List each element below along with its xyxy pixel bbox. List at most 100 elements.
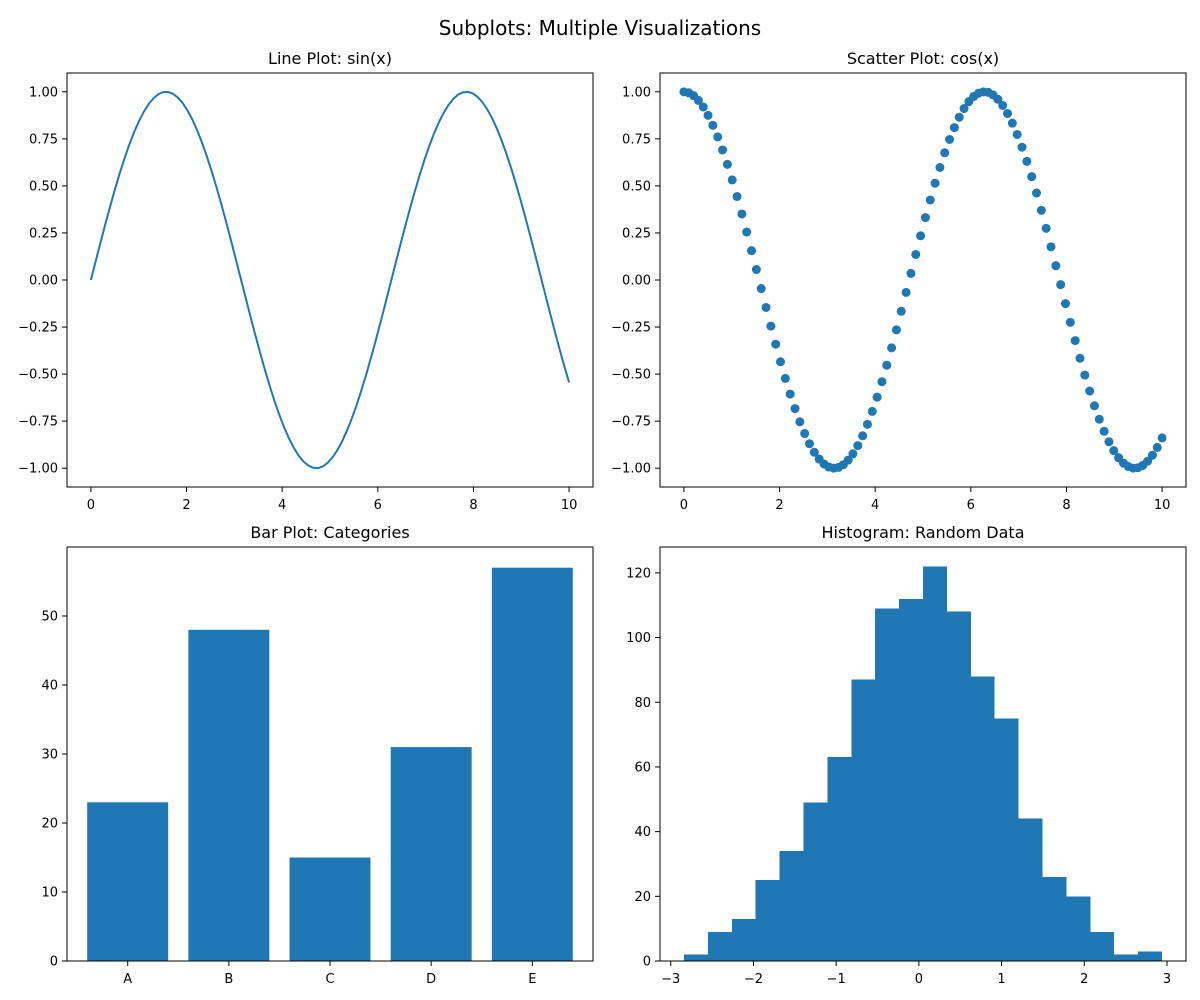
histogram-bin bbox=[683, 954, 708, 961]
line-plot-y-tick-label: 1.00 bbox=[29, 85, 58, 100]
line-plot-x-tick-label: 4 bbox=[278, 498, 286, 513]
scatter-plot-y-tick-label: −0.25 bbox=[611, 321, 651, 336]
histogram-bin bbox=[1090, 931, 1115, 961]
scatter-point bbox=[925, 195, 935, 205]
scatter-point bbox=[1012, 129, 1022, 139]
scatter-point bbox=[1147, 450, 1157, 460]
scatter-point bbox=[732, 192, 742, 202]
scatter-point bbox=[916, 231, 926, 241]
scatter-point bbox=[790, 404, 800, 414]
scatter-point bbox=[1080, 370, 1090, 380]
histogram-bin bbox=[899, 598, 923, 961]
scatter-point bbox=[1089, 401, 1099, 411]
scatter-point bbox=[737, 209, 747, 219]
bar-plot-y-tick-label: 10 bbox=[41, 886, 58, 901]
histogram-x-tick-label: 1 bbox=[997, 972, 1005, 987]
scatter-point bbox=[804, 439, 814, 449]
scatter-point bbox=[722, 159, 732, 169]
scatter-point bbox=[1143, 456, 1153, 466]
line-plot-y-tick-label: −1.00 bbox=[18, 462, 58, 477]
scatter-point bbox=[795, 417, 805, 427]
scatter-point bbox=[1065, 317, 1075, 327]
scatter-plot-cos-subplot: Scatter Plot: cos(x) 0 2 4 6 8 10 −1.00 −0.75 −0… bbox=[611, 49, 1187, 513]
histogram-title: Histogram: Random Data bbox=[821, 523, 1024, 542]
scatter-point bbox=[1022, 156, 1032, 166]
scatter-point bbox=[693, 95, 703, 105]
scatter-point bbox=[877, 377, 887, 387]
bar-plot-x-tick-label: D bbox=[426, 972, 436, 987]
bar-plot-y-tick-label: 50 bbox=[41, 610, 58, 625]
scatter-point bbox=[727, 175, 737, 185]
line-plot-title: Line Plot: sin(x) bbox=[268, 49, 392, 68]
line-plot-y-tick-label: 0.25 bbox=[29, 226, 58, 241]
scatter-point bbox=[747, 246, 757, 256]
scatter-point bbox=[785, 389, 795, 399]
scatter-point bbox=[1003, 108, 1013, 118]
scatter-point bbox=[703, 110, 713, 120]
scatter-plot-y-tick-label: 1.00 bbox=[622, 85, 651, 100]
scatter-plot-x-tick-label: 2 bbox=[775, 498, 783, 513]
bar-plot-y-tick-label: 20 bbox=[41, 817, 58, 832]
scatter-point bbox=[1051, 261, 1061, 271]
bar-b bbox=[188, 629, 270, 961]
bar-d bbox=[390, 747, 472, 961]
bar-plot-x-tick-label: E bbox=[528, 972, 536, 987]
line-plot-x-tick-label: 6 bbox=[374, 498, 382, 513]
scatter-point bbox=[940, 148, 950, 158]
scatter-point bbox=[959, 104, 969, 114]
scatter-point bbox=[935, 162, 945, 172]
line-plot-y-tick-label: −0.50 bbox=[18, 368, 58, 383]
scatter-point bbox=[1017, 142, 1027, 152]
histogram-bin bbox=[946, 611, 971, 961]
histogram-bin bbox=[707, 931, 732, 961]
scatter-point bbox=[853, 441, 863, 451]
scatter-point bbox=[848, 449, 858, 459]
scatter-point bbox=[718, 145, 728, 155]
bar-c bbox=[289, 857, 371, 961]
histogram-bin bbox=[1138, 951, 1163, 961]
scatter-point bbox=[780, 373, 790, 383]
line-plot-y-tick-label: 0.00 bbox=[29, 274, 58, 289]
scatter-point bbox=[776, 357, 786, 367]
histogram-bin bbox=[755, 880, 780, 961]
scatter-point bbox=[1046, 242, 1056, 252]
scatter-plot-x-tick-label: 8 bbox=[1062, 498, 1070, 513]
scatter-plot-x-tick-label: 4 bbox=[871, 498, 879, 513]
histogram-bin bbox=[1018, 818, 1043, 961]
scatter-point bbox=[862, 419, 872, 429]
line-plot-y-tick-label: 0.50 bbox=[29, 179, 58, 194]
scatter-point bbox=[887, 343, 897, 353]
scatter-point bbox=[713, 132, 723, 142]
histogram-bin bbox=[1042, 876, 1067, 961]
scatter-point bbox=[800, 429, 810, 439]
histogram-y-tick-label: 0 bbox=[643, 955, 651, 970]
scatter-point bbox=[993, 94, 1003, 104]
scatter-point bbox=[751, 265, 761, 275]
histogram-x-tick-label: 2 bbox=[1080, 972, 1088, 987]
histogram-x-tick-label: 0 bbox=[915, 972, 923, 987]
scatter-plot-title: Scatter Plot: cos(x) bbox=[847, 49, 999, 68]
scatter-plot-y-tick-label: −1.00 bbox=[611, 462, 651, 477]
scatter-plot-x-tick-label: 10 bbox=[1154, 498, 1171, 513]
scatter-plot-x-tick-label: 0 bbox=[680, 498, 688, 513]
scatter-point bbox=[858, 431, 868, 441]
histogram-bin bbox=[731, 918, 756, 961]
histogram-y-tick-label: 20 bbox=[634, 890, 651, 905]
scatter-plot-y-tick-label: 0.75 bbox=[622, 132, 651, 147]
line-plot-y-tick-label: −0.25 bbox=[18, 321, 58, 336]
scatter-point bbox=[1041, 223, 1051, 233]
scatter-point bbox=[756, 284, 766, 294]
histogram-bin bbox=[851, 679, 876, 961]
scatter-point bbox=[809, 447, 819, 457]
figure-title: Subplots: Multiple Visualizations bbox=[439, 16, 761, 40]
scatter-point bbox=[896, 306, 906, 316]
line-plot-y-tick-label: 0.75 bbox=[29, 132, 58, 147]
histogram-bin bbox=[827, 757, 852, 961]
scatter-point bbox=[906, 268, 916, 278]
scatter-point bbox=[1056, 280, 1066, 290]
scatter-point bbox=[1085, 386, 1095, 396]
histogram-bin bbox=[875, 608, 900, 961]
bar-plot-x-tick-label: C bbox=[325, 972, 334, 987]
bar-plot-y-tick-label: 40 bbox=[41, 679, 58, 694]
scatter-plot-y-tick-label: 0.50 bbox=[622, 179, 651, 194]
